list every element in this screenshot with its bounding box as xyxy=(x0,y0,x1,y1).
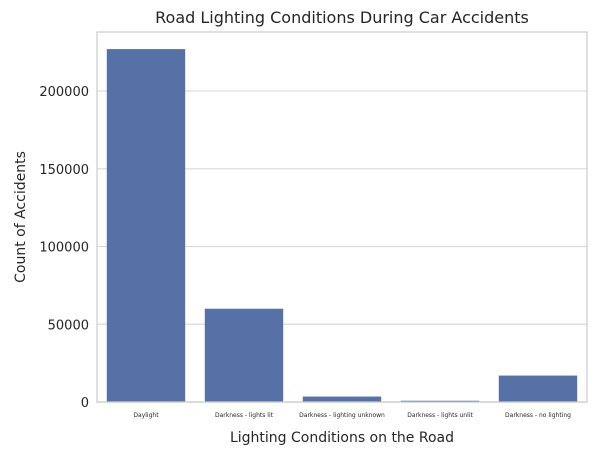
x-tick-labels: Daylight Darkness - lights lit Darkness - … xyxy=(133,412,571,419)
bars xyxy=(106,49,578,403)
x-axis-label: Lighting Conditions on the Road xyxy=(230,430,454,446)
y-tick-label: 0 xyxy=(81,396,89,411)
y-tick-label: 200000 xyxy=(39,85,89,100)
plot-frame xyxy=(96,31,588,403)
y-axis-label: Count of Accidents xyxy=(13,151,29,283)
bar xyxy=(302,396,382,402)
x-tick-label: Darkness - lights lit xyxy=(215,412,274,419)
x-tick-label: Darkness - no lighting xyxy=(505,412,571,419)
bar xyxy=(106,49,186,403)
bar xyxy=(498,375,578,402)
y-tick-label: 100000 xyxy=(39,241,89,256)
y-tick-label: 150000 xyxy=(39,163,89,178)
bar xyxy=(204,308,284,402)
x-tick-label: Darkness - lights unlit xyxy=(407,412,473,419)
y-tick-label: 50000 xyxy=(48,318,89,333)
y-tick-labels: 0 50000 100000 150000 200000 xyxy=(39,85,89,411)
x-tick-label: Darkness - lighting unknown xyxy=(299,412,385,419)
x-tick-label: Daylight xyxy=(133,412,159,419)
bar xyxy=(400,400,480,402)
chart-title: Road Lighting Conditions During Car Acci… xyxy=(155,8,529,27)
